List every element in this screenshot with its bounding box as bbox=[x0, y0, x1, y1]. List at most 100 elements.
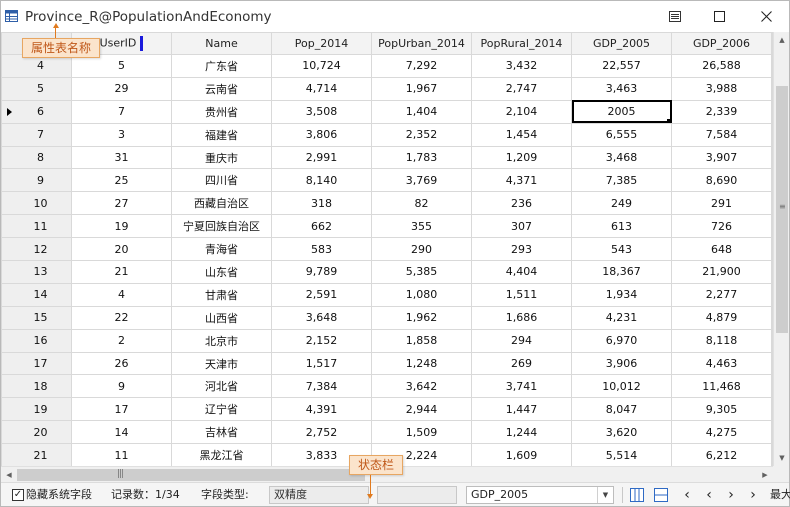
table-cell[interactable]: 82 bbox=[371, 191, 472, 216]
table-cell[interactable]: 543 bbox=[571, 237, 672, 262]
field-select[interactable]: GDP_2005 ▼ bbox=[466, 486, 614, 504]
table-cell[interactable]: 7,384 bbox=[271, 374, 372, 399]
table-cell[interactable]: 四川省 bbox=[171, 168, 272, 193]
table-cell[interactable]: 4,714 bbox=[271, 76, 372, 101]
table-row[interactable]: 9 25 四川省 8,140 3,769 4,371 7,385 8,690 bbox=[1, 168, 773, 193]
table-row[interactable]: 10 27 西藏自治区 318 82 236 249 291 bbox=[1, 191, 773, 216]
scroll-left-arrow-icon[interactable]: ◀ bbox=[6, 471, 12, 479]
row-header[interactable]: 11 bbox=[1, 214, 72, 239]
table-cell[interactable]: 3,906 bbox=[571, 351, 672, 376]
table-cell[interactable]: 3,741 bbox=[471, 374, 572, 399]
column-header[interactable]: PopRural_2014 bbox=[471, 32, 572, 55]
vertical-scroll-thumb[interactable]: ≡ bbox=[776, 86, 788, 333]
table-cell[interactable]: 1,967 bbox=[371, 76, 472, 101]
column-resize-handle[interactable] bbox=[140, 36, 144, 51]
table-cell[interactable]: 吉林省 bbox=[171, 420, 272, 445]
table-cell[interactable]: 1,934 bbox=[571, 282, 672, 307]
table-cell[interactable]: 1,858 bbox=[371, 328, 472, 353]
table-cell[interactable]: 249 bbox=[571, 191, 672, 216]
table-cell[interactable]: 广东省 bbox=[171, 54, 272, 78]
table-cell[interactable]: 25 bbox=[71, 168, 172, 193]
table-cell[interactable]: 3,463 bbox=[571, 76, 672, 101]
table-cell[interactable]: 1,517 bbox=[271, 351, 372, 376]
table-cell[interactable]: 4,371 bbox=[471, 168, 572, 193]
table-cell[interactable]: 2,752 bbox=[271, 420, 372, 445]
table-row[interactable]: 16 2 北京市 2,152 1,858 294 6,970 8,118 bbox=[1, 328, 773, 353]
split-horizontal-icon[interactable] bbox=[653, 487, 669, 503]
table-row[interactable]: 4 5 广东省 10,724 7,292 3,432 22,557 26,588 bbox=[1, 54, 773, 78]
table-cell[interactable]: 3,833 bbox=[271, 443, 372, 466]
table-row[interactable]: 20 14 吉林省 2,752 1,509 1,244 3,620 4,275 bbox=[1, 420, 773, 445]
table-cell[interactable]: 10,012 bbox=[571, 374, 672, 399]
table-cell[interactable]: 9,305 bbox=[671, 397, 772, 422]
table-cell[interactable]: 5,385 bbox=[371, 260, 472, 284]
list-button[interactable] bbox=[655, 1, 695, 32]
table-cell[interactable]: 山西省 bbox=[171, 305, 272, 330]
row-header[interactable]: 6 bbox=[1, 99, 72, 124]
table-cell[interactable]: 6,970 bbox=[571, 328, 672, 353]
split-vertical-icon[interactable] bbox=[629, 487, 645, 503]
table-cell[interactable]: 17 bbox=[71, 397, 172, 422]
table-cell[interactable]: 天津市 bbox=[171, 351, 272, 376]
table-cell[interactable]: 22,557 bbox=[571, 54, 672, 78]
table-cell[interactable]: 重庆市 bbox=[171, 145, 272, 170]
table-cell[interactable]: 1,447 bbox=[471, 397, 572, 422]
row-header[interactable]: 8 bbox=[1, 145, 72, 170]
table-cell[interactable]: 648 bbox=[671, 237, 772, 262]
table-cell[interactable]: 云南省 bbox=[171, 76, 272, 101]
table-cell[interactable]: 8,140 bbox=[271, 168, 372, 193]
table-cell[interactable]: 2005 bbox=[571, 99, 672, 124]
scroll-down-arrow-icon[interactable]: ▼ bbox=[779, 454, 785, 462]
attribute-grid[interactable]: UserID Name Pop_2014 PopUrban_2014 PopRural_… bbox=[1, 32, 773, 466]
table-cell[interactable]: 2,747 bbox=[471, 76, 572, 101]
table-cell[interactable]: 236 bbox=[471, 191, 572, 216]
column-header[interactable]: GDP_2006 bbox=[671, 32, 772, 55]
table-cell[interactable]: 26,588 bbox=[671, 54, 772, 78]
table-cell[interactable]: 293 bbox=[471, 237, 572, 262]
table-cell[interactable]: 662 bbox=[271, 214, 372, 239]
hide-system-fields-checkbox[interactable]: ✓ bbox=[12, 489, 24, 501]
table-cell[interactable]: 2,352 bbox=[371, 122, 472, 147]
table-cell[interactable]: 8,118 bbox=[671, 328, 772, 353]
table-cell[interactable]: 307 bbox=[471, 214, 572, 239]
table-cell[interactable]: 9,789 bbox=[271, 260, 372, 284]
table-cell[interactable]: 26 bbox=[71, 351, 172, 376]
column-header[interactable]: PopUrban_2014 bbox=[371, 32, 472, 55]
row-header[interactable]: 14 bbox=[1, 282, 72, 307]
table-cell[interactable]: 269 bbox=[471, 351, 572, 376]
table-cell[interactable]: 3,806 bbox=[271, 122, 372, 147]
table-cell[interactable]: 1,783 bbox=[371, 145, 472, 170]
table-cell[interactable]: 7 bbox=[71, 99, 172, 124]
table-cell[interactable]: 1,962 bbox=[371, 305, 472, 330]
table-cell[interactable]: 3,432 bbox=[471, 54, 572, 78]
table-cell[interactable]: 6,212 bbox=[671, 443, 772, 466]
table-row[interactable]: 12 20 青海省 583 290 293 543 648 bbox=[1, 237, 773, 262]
close-button[interactable] bbox=[746, 1, 786, 32]
table-row[interactable]: 11 19 宁夏回族自治区 662 355 307 613 726 bbox=[1, 214, 773, 239]
table-cell[interactable]: 4,463 bbox=[671, 351, 772, 376]
column-header[interactable]: Pop_2014 bbox=[271, 32, 372, 55]
table-cell[interactable]: 9 bbox=[71, 374, 172, 399]
table-cell[interactable]: 10,724 bbox=[271, 54, 372, 78]
table-cell[interactable]: 1,404 bbox=[371, 99, 472, 124]
table-cell[interactable]: 2,104 bbox=[471, 99, 572, 124]
table-cell[interactable]: 辽宁省 bbox=[171, 397, 272, 422]
column-header[interactable]: Name bbox=[171, 32, 272, 55]
table-cell[interactable]: 20 bbox=[71, 237, 172, 262]
table-cell[interactable]: 西藏自治区 bbox=[171, 191, 272, 216]
table-cell[interactable]: 1,248 bbox=[371, 351, 472, 376]
table-cell[interactable]: 2,591 bbox=[271, 282, 372, 307]
table-cell[interactable]: 甘肃省 bbox=[171, 282, 272, 307]
table-cell[interactable]: 21,900 bbox=[671, 260, 772, 284]
table-cell[interactable]: 318 bbox=[271, 191, 372, 216]
table-cell[interactable]: 宁夏回族自治区 bbox=[171, 214, 272, 239]
table-cell[interactable]: 1,454 bbox=[471, 122, 572, 147]
table-cell[interactable]: 2,152 bbox=[271, 328, 372, 353]
table-cell[interactable]: 3 bbox=[71, 122, 172, 147]
row-header[interactable]: 12 bbox=[1, 237, 72, 262]
table-cell[interactable]: 3,648 bbox=[271, 305, 372, 330]
table-cell[interactable]: 4,404 bbox=[471, 260, 572, 284]
row-header[interactable]: 13 bbox=[1, 260, 72, 284]
row-header[interactable]: 7 bbox=[1, 122, 72, 147]
table-cell[interactable]: 4 bbox=[71, 282, 172, 307]
